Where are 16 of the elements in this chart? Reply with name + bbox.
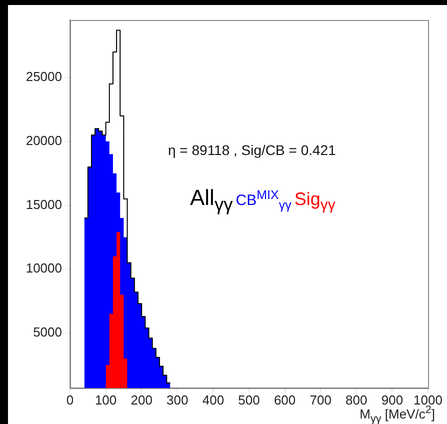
x-tick-label: 200 [130,392,152,408]
x-tick-label: 0 [66,392,74,408]
x-tick-label: 500 [238,392,260,408]
annotation: η = 89118 , Sig/CB = 0.421 [168,142,336,158]
x-tick-label: 700 [310,392,332,408]
x-tick-label: 300 [166,392,188,408]
x-tick-label: 400 [202,392,224,408]
x-tick-label: 100 [94,392,117,408]
text: All$_{γγ}$ [190,185,233,214]
y-tick-label: 20000 [26,132,62,148]
x-tick-label: 600 [274,392,296,408]
text: Sig$_{γγ}$ [294,189,336,214]
y-tick-label: 10000 [26,260,62,276]
y-tick-label: 15000 [26,196,62,212]
y-tick-label: 5000 [33,324,62,340]
y-tick-label: 25000 [26,69,62,84]
